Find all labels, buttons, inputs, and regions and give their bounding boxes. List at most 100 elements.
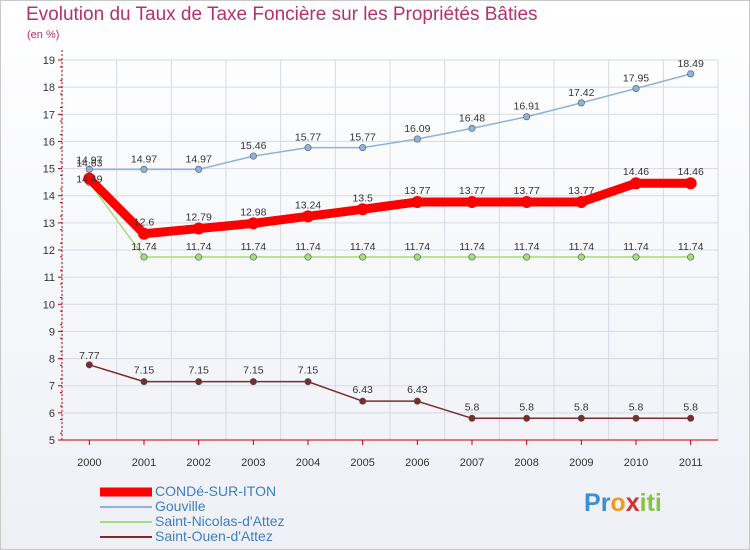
y-tick-label: 9 <box>49 326 55 338</box>
data-point <box>195 378 203 386</box>
data-point <box>632 414 640 422</box>
data-label: 11.74 <box>569 241 595 253</box>
data-label: 13.24 <box>295 199 321 211</box>
x-tick-label: 2009 <box>569 457 593 469</box>
x-tick-label: 2007 <box>460 457 484 469</box>
data-point <box>195 253 203 261</box>
y-tick-label: 12 <box>43 245 55 257</box>
data-label: 17.42 <box>568 87 594 99</box>
data-point <box>468 253 476 261</box>
y-tick-label: 15 <box>43 164 55 176</box>
data-point <box>577 253 585 261</box>
logo-letter: i <box>654 489 662 517</box>
y-tick-label: 10 <box>43 299 55 311</box>
x-tick-label: 2005 <box>350 457 374 469</box>
data-label: 14.97 <box>186 153 212 165</box>
data-label: 7.15 <box>188 365 209 377</box>
data-point <box>577 414 585 422</box>
data-point <box>302 210 314 223</box>
x-tick-label: 2004 <box>296 457 320 469</box>
data-label: 7.15 <box>243 365 264 377</box>
data-label: 13.77 <box>568 185 594 197</box>
data-point <box>138 227 150 240</box>
data-point <box>523 253 531 261</box>
data-label: 12.6 <box>134 217 155 229</box>
y-tick-label: 17 <box>43 109 55 121</box>
data-label: 6.43 <box>407 384 428 396</box>
data-label: 7.77 <box>79 350 100 362</box>
data-label: 13.77 <box>459 185 485 197</box>
data-label: 15.77 <box>295 132 321 144</box>
data-point <box>523 414 531 422</box>
y-tick-label: 19 <box>43 55 55 67</box>
data-point <box>356 203 369 216</box>
data-label: 6.43 <box>352 384 373 396</box>
data-point <box>359 397 367 405</box>
data-point <box>192 222 205 235</box>
data-label: 11.74 <box>350 241 376 253</box>
data-label: 14.46 <box>623 166 649 178</box>
x-tick-label: 2011 <box>679 457 703 469</box>
data-label: 14.49 <box>76 173 102 185</box>
chart-subtitle: (en %) <box>27 29 60 41</box>
legend-swatch-saint-nicolas <box>100 520 152 523</box>
legend-swatch-gouville <box>100 505 152 508</box>
data-label: 12.98 <box>240 206 266 218</box>
data-point <box>140 253 148 261</box>
data-label: 14.97 <box>76 154 102 166</box>
data-label: 11.74 <box>459 241 485 253</box>
data-label: 15.77 <box>350 132 376 144</box>
series-line-0 <box>84 174 696 239</box>
data-label: 13.5 <box>352 192 373 204</box>
x-tick-label: 2010 <box>624 457 648 469</box>
legend-label-saint-ouen: Saint-Ouen-d'Attez <box>155 528 273 544</box>
data-point <box>523 113 531 121</box>
data-point <box>575 195 588 208</box>
y-tick-label: 11 <box>44 272 55 284</box>
data-label: 11.74 <box>623 241 649 253</box>
data-label: 5.8 <box>465 401 480 413</box>
x-tick-label: 2000 <box>77 457 101 469</box>
data-label: 16.09 <box>404 123 430 135</box>
series-lines <box>83 70 697 422</box>
data-point <box>413 397 421 405</box>
y-tick-label: 8 <box>49 354 55 366</box>
data-point <box>249 152 257 160</box>
data-label: 11.74 <box>295 241 321 253</box>
data-point <box>468 124 476 132</box>
axes: 5 6 7 8 9 10 11 12 13 14 15 16 17 18 19 2000 2001 2002 200… <box>43 50 718 469</box>
logo-letter: P <box>584 489 601 517</box>
x-tick-label: 2001 <box>132 457 156 469</box>
legend-swatch-saint-ouen <box>100 535 152 538</box>
y-tick-label: 7 <box>49 381 55 393</box>
logo-letter: o <box>610 489 626 517</box>
data-point <box>413 135 421 143</box>
data-point <box>468 414 476 422</box>
data-label: 16.91 <box>514 101 540 113</box>
data-label: 11.74 <box>131 241 157 253</box>
y-tick-label: 16 <box>43 136 55 148</box>
data-point <box>632 85 640 93</box>
data-point <box>687 414 695 422</box>
data-point <box>247 217 260 230</box>
chart-title: Evolution du Taux de Taxe Foncière sur l… <box>26 4 538 25</box>
data-label: 11.74 <box>186 241 212 253</box>
series-line-3 <box>88 364 692 420</box>
y-tick-label: 18 <box>43 82 55 94</box>
data-point <box>195 165 203 173</box>
data-label: 11.74 <box>405 241 431 253</box>
data-point <box>413 253 421 261</box>
logo-letter: t <box>646 489 655 517</box>
data-label: 12.79 <box>186 212 212 224</box>
data-point <box>632 253 640 261</box>
data-label: 14.97 <box>131 153 157 165</box>
legend-label-conde: CONDé-SUR-ITON <box>155 483 277 499</box>
data-point <box>687 253 695 261</box>
series-line-1 <box>88 73 692 171</box>
logo-letter: r <box>600 489 611 517</box>
data-label: 7.15 <box>134 365 155 377</box>
data-label: 7.15 <box>298 365 319 377</box>
data-point <box>304 144 312 152</box>
data-label: 17.95 <box>623 73 649 85</box>
